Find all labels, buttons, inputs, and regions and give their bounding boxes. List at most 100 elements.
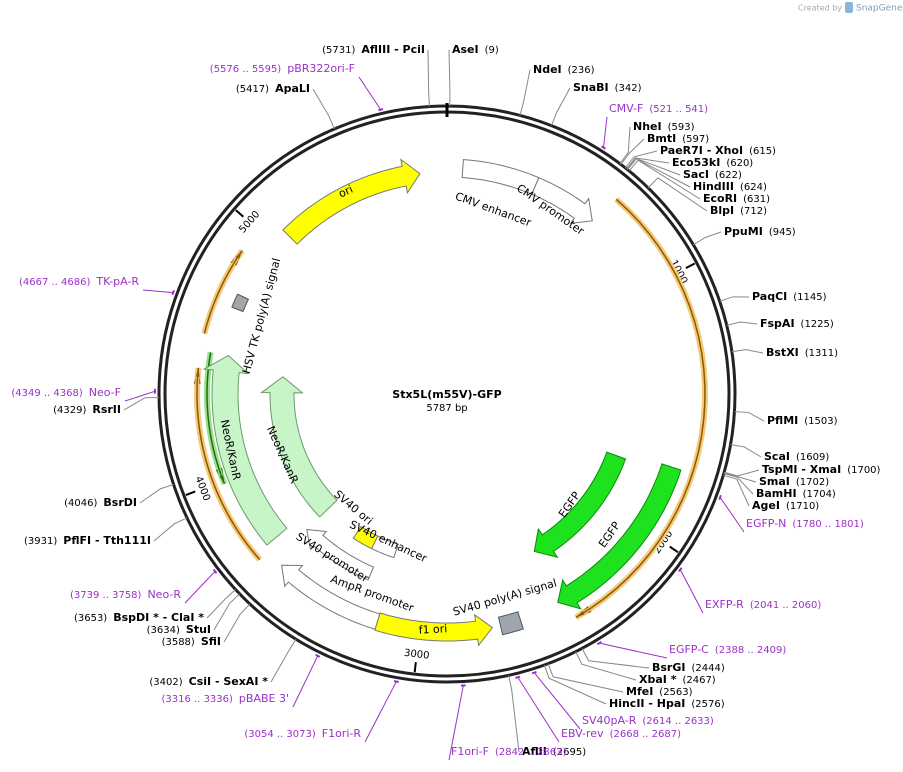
- primer-name: pBABE 3': [239, 692, 289, 705]
- site-name: AflIII - PciI: [361, 43, 425, 56]
- site-name: ApaLI: [275, 82, 310, 95]
- primer-range: (3054 .. 3073): [244, 729, 316, 740]
- site-label: PflMI (1503): [767, 414, 838, 427]
- site-position: (236): [568, 65, 595, 76]
- site-name: BsrDI: [103, 496, 137, 509]
- primer-name: Neo-F: [89, 386, 121, 399]
- scale-label: 3000: [403, 648, 430, 662]
- primer-label: EGFP-C(2388 .. 2409): [669, 643, 786, 656]
- site-leader: [731, 444, 761, 457]
- primer-label: EGFP-N (1780 .. 1801): [746, 517, 864, 530]
- primer-label: (3739 .. 3758) Neo-R: [70, 588, 181, 601]
- site-position: (1710): [786, 501, 819, 512]
- site-label: PpuMI (945): [724, 225, 796, 238]
- site-name: FspAI: [760, 317, 795, 330]
- site-name: HincII - HpaI: [609, 697, 685, 710]
- plasmid-name: Stx5L(m55V)-GFP: [392, 388, 501, 401]
- site-name: BspDI * - ClaI *: [113, 611, 204, 624]
- primer-range: (3739 .. 3758): [70, 590, 142, 601]
- site-name: BstXI: [766, 346, 799, 359]
- site-name: PpuMI: [724, 225, 763, 238]
- site-label: (3588)SfiI: [162, 635, 221, 648]
- site-leader: [620, 127, 630, 164]
- site-label: NdeI(236): [533, 63, 595, 76]
- scale-tick: [236, 210, 244, 217]
- primer-label: (4349 .. 4368) Neo-F: [11, 386, 121, 399]
- site-leader: [140, 484, 174, 503]
- primer-label: (5576 .. 5595)pBR322ori-F: [210, 62, 355, 75]
- primer-leader: [604, 117, 607, 147]
- site-name: CsiI - SexAI *: [189, 675, 269, 688]
- primer-name: EGFP-N: [746, 517, 786, 530]
- feature-label: HSV TK poly(A) signal: [240, 257, 283, 375]
- site-name: PflMI: [767, 414, 798, 427]
- feature-ori: [283, 159, 420, 244]
- primer-range: (4349 .. 4368): [11, 388, 83, 399]
- primer-name: CMV-F: [609, 102, 643, 115]
- primer-leader: [143, 290, 173, 293]
- site-name: AgeI: [752, 499, 780, 512]
- scale-tick: [186, 491, 195, 495]
- site-position: (1704): [803, 489, 836, 500]
- site-name: RsrII: [92, 403, 121, 416]
- primer-label: EBV-rev(2668 .. 2687): [561, 727, 681, 740]
- site-position: (9): [485, 45, 499, 56]
- primer-label: (4667 .. 4686)TK-pA-R: [19, 275, 139, 288]
- site-position: (620): [726, 158, 753, 169]
- site-label: (3402)CsiI - SexAI *: [149, 675, 268, 688]
- site-position: (3588): [162, 637, 195, 648]
- site-position: (5417): [236, 84, 269, 95]
- primer-label: (3316 .. 3336) pBABE 3': [162, 692, 290, 705]
- site-position: (712): [740, 206, 767, 217]
- brand-text: SnapGene: [856, 4, 903, 14]
- site-position: (4046): [64, 498, 97, 509]
- site-label: HincII - HpaI(2576): [609, 697, 725, 710]
- site-leader: [520, 70, 530, 115]
- site-position: (2444): [691, 663, 724, 674]
- primer-range: (1780 .. 1801): [792, 519, 864, 530]
- site-position: (945): [769, 227, 796, 238]
- primer-label: (3054 .. 3073)F1ori-R: [244, 727, 361, 740]
- primer-leader: [720, 497, 744, 532]
- credit: Created by SnapGene: [798, 2, 903, 14]
- site-label: (5731)AflIII - PciI: [322, 43, 425, 56]
- primer-name: EGFP-C: [669, 643, 709, 656]
- site-position: (2467): [682, 675, 715, 686]
- site-position: (624): [740, 182, 767, 193]
- site-name: ScaI: [764, 450, 790, 463]
- feature-sv40-polya: [499, 612, 524, 635]
- site-position: (1503): [804, 416, 837, 427]
- site-label: (3634)StuI: [147, 623, 211, 636]
- primer-leader: [680, 570, 703, 613]
- site-label: AseI (9): [452, 43, 499, 56]
- primer-label: F1ori-F(2842 .. 2863): [451, 745, 566, 758]
- primer-name: TK-pA-R: [95, 275, 139, 288]
- primer-range: (3316 .. 3336): [162, 694, 234, 705]
- feature-hsv-tk-polya: [232, 294, 249, 311]
- site-leader: [723, 475, 749, 506]
- site-position: (1700): [847, 465, 880, 476]
- site-leader: [734, 412, 764, 421]
- primer-name: SV40pA-R: [582, 714, 637, 727]
- site-name: SnaBI: [573, 81, 609, 94]
- site-leader: [224, 604, 250, 642]
- site-label: AgeI (1710): [752, 499, 819, 512]
- site-name: AseI: [452, 43, 479, 56]
- primer-leader: [185, 571, 215, 603]
- site-leader: [693, 232, 721, 245]
- primer-name: Neo-R: [147, 588, 181, 601]
- site-leader: [509, 675, 519, 752]
- primer-leader: [125, 391, 155, 401]
- primer-label: SV40pA-R(2614 .. 2633): [582, 714, 714, 727]
- site-position: (4329): [53, 405, 86, 416]
- site-leader: [271, 639, 296, 682]
- site-position: (342): [615, 83, 642, 94]
- site-leader: [428, 50, 429, 107]
- scale-label: 5000: [237, 209, 262, 235]
- site-leader: [732, 350, 763, 353]
- plasmid-size: 5787 bp: [426, 403, 467, 414]
- site-label: PaqCI(1145): [752, 290, 827, 303]
- site-position: (3634): [147, 625, 180, 636]
